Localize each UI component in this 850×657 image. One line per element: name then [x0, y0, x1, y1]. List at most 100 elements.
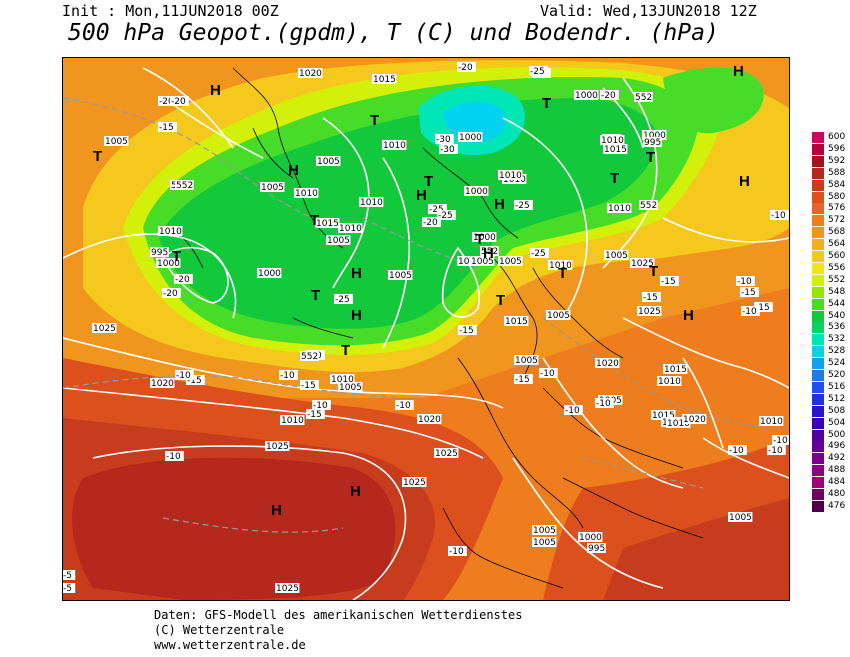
pressure-label: 1005 [260, 182, 285, 193]
scale-swatch-580 [812, 191, 824, 203]
label-layer: 1020 1015 1005 1010 1005 1010 1000 1010 1000 995 1… [63, 62, 789, 594]
scale-swatch-532 [812, 334, 824, 346]
svg-text:T: T [558, 265, 567, 282]
temperature-label: -15 [660, 276, 679, 287]
svg-text:1005: 1005 [105, 137, 128, 147]
svg-text:1020: 1020 [418, 415, 441, 425]
svg-text:1020: 1020 [299, 69, 322, 79]
low-pressure-marker: T [93, 148, 102, 165]
high-pressure-marker: H [416, 187, 427, 204]
isobars [63, 67, 789, 600]
temperature-label: -20 [457, 62, 476, 73]
svg-text:-10: -10 [280, 371, 295, 381]
svg-text:552: 552 [176, 181, 193, 191]
scale-swatch-568 [812, 227, 824, 239]
contour-552-label: 552 [480, 246, 499, 257]
pressure-label: 1010 [330, 374, 355, 385]
svg-text:-10: -10 [176, 371, 191, 381]
pressure-label: 1010 [657, 376, 682, 387]
temp-band-ne-544 [663, 67, 764, 134]
scale-swatch-584 [812, 179, 824, 191]
pressure-label: 1005 [498, 256, 523, 267]
svg-text:H: H [494, 196, 505, 213]
temperature-label: -20 [600, 90, 619, 101]
svg-text:1025: 1025 [638, 307, 661, 317]
svg-text:-10: -10 [313, 401, 328, 411]
temperature-label: -10 [279, 370, 298, 381]
pressure-label: 1010 [607, 203, 632, 214]
temperature-label: -10 [395, 400, 414, 411]
scale-swatch-496 [812, 441, 824, 453]
pressure-label: 1020 [417, 414, 442, 425]
high-pressure-marker: H [739, 173, 750, 190]
svg-text:-15: -15 [187, 376, 202, 386]
scale-swatch-564 [812, 239, 824, 251]
temperature-label: -15 [458, 325, 477, 336]
pressure-label: 1005 [104, 136, 129, 147]
scale-label-560: 560 [828, 251, 846, 261]
svg-text:-10: -10 [166, 452, 181, 462]
isotherms [63, 97, 789, 533]
temperature-label: -15 [158, 122, 177, 133]
svg-text:1005: 1005 [261, 183, 284, 193]
svg-text:1000: 1000 [459, 133, 482, 143]
temperature-label: -10 [741, 306, 760, 317]
pressure-label: 995 [643, 137, 662, 148]
pressure-label: 1015 [651, 410, 676, 421]
svg-text:-25: -25 [335, 295, 350, 305]
svg-text:1010: 1010 [499, 171, 522, 181]
scale-label-596: 596 [828, 143, 846, 154]
svg-text:T: T [172, 248, 181, 265]
scale-swatch-476 [812, 500, 824, 512]
temperature-label: -10 [770, 210, 789, 221]
svg-text:T: T [646, 149, 655, 166]
svg-text:-10: -10 [540, 369, 555, 379]
low-pressure-marker: T [646, 149, 655, 166]
svg-text:-10: -10 [742, 307, 757, 317]
svg-text:1000: 1000 [579, 533, 602, 543]
temperature-label: -10 [772, 435, 789, 446]
temperature-label: -10 [564, 405, 583, 416]
svg-text:1010: 1010 [608, 204, 631, 214]
scale-label-492: 492 [828, 453, 846, 464]
svg-text:552: 552 [640, 201, 657, 211]
pressure-label: 1010 [280, 415, 305, 426]
scale-label-572: 572 [828, 215, 846, 226]
pressure-label: 1000 [458, 132, 483, 143]
high-pressure-marker: H [350, 483, 361, 500]
temperature-label: -10 [448, 546, 467, 557]
pressure-label: 1015 [315, 218, 340, 229]
svg-text:1025: 1025 [403, 478, 426, 488]
scale-swatch-572 [812, 215, 824, 227]
svg-text:1005: 1005 [515, 356, 538, 366]
contour-552-label: 552 [634, 92, 653, 103]
svg-text:995: 995 [151, 248, 168, 258]
svg-text:1010: 1010 [667, 419, 690, 429]
pressure-label: 1000 [578, 532, 603, 543]
temperature-label: -15 [642, 292, 661, 303]
svg-text:1010: 1010 [339, 224, 362, 234]
pressure-label: 1000 [472, 232, 497, 243]
scale-label-512: 512 [828, 393, 846, 404]
scale-label-496: 496 [828, 441, 846, 452]
scale-label-528: 528 [828, 346, 846, 357]
scale-swatch-504 [812, 417, 824, 429]
high-pressure-marker: H [210, 82, 221, 99]
svg-text:-25: -25 [530, 67, 545, 77]
pressure-label: 1020 [595, 358, 620, 369]
svg-text:-30: -30 [436, 135, 451, 145]
temperature-label: -10 [728, 445, 747, 456]
pressure-label: 1010 [294, 188, 319, 199]
temperature-label: -5 [63, 570, 76, 581]
temperature-label: -10 [539, 368, 558, 379]
pressure-label: 1000 [257, 268, 282, 279]
svg-text:T: T [542, 95, 551, 112]
svg-text:1025: 1025 [435, 449, 458, 459]
scale-label-552: 552 [828, 274, 846, 285]
scale-label-536: 536 [828, 322, 846, 333]
svg-text:-10: -10 [737, 277, 752, 287]
pressure-label: 1025 [265, 441, 290, 452]
scale-label-480: 480 [828, 489, 846, 499]
svg-text:-10: -10 [596, 399, 611, 409]
scale-swatch-556 [812, 262, 824, 274]
